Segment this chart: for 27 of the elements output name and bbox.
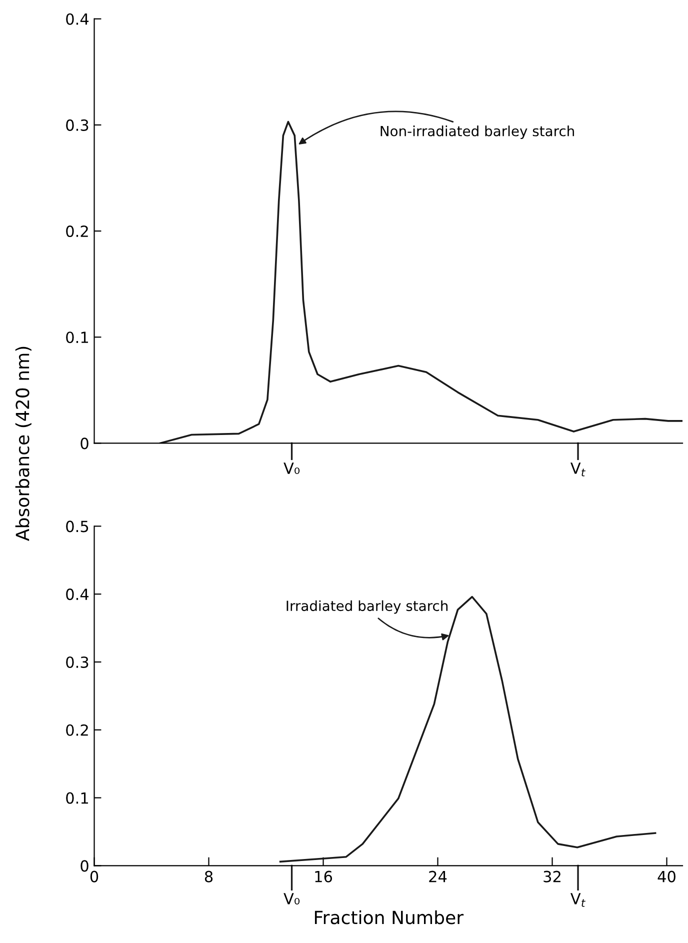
ref-line-label: V$_{t}$ bbox=[570, 462, 586, 476]
y-tick-label: 0.2 bbox=[66, 226, 88, 238]
annotation: Non-irradiated barley starch bbox=[380, 126, 574, 139]
ref-line-label: V₀ bbox=[284, 893, 300, 904]
y-tick-label: 0.4 bbox=[66, 13, 89, 25]
x-axis-title: Fraction Number bbox=[314, 910, 464, 924]
y-tick-label: 0.2 bbox=[66, 724, 88, 736]
x-tick-label: 16 bbox=[315, 870, 332, 882]
line-series bbox=[279, 596, 656, 863]
y-tick-label: 0.1 bbox=[66, 332, 88, 344]
x-tick-label: 32 bbox=[544, 870, 560, 882]
line-series bbox=[159, 120, 682, 444]
y-tick-label: 0 bbox=[80, 860, 88, 872]
y-tick-label: 0.3 bbox=[66, 119, 88, 131]
y-tick-label: 0.3 bbox=[66, 656, 88, 668]
ref-line-label: V₀ bbox=[284, 462, 300, 474]
x-tick-label: 40 bbox=[658, 870, 676, 882]
ref-line-label: V$_{t}$ bbox=[570, 893, 586, 907]
y-tick-label: 0.5 bbox=[66, 520, 88, 532]
annotation: Irradiated barley starch bbox=[286, 600, 448, 614]
x-tick-label: 8 bbox=[204, 870, 213, 882]
x-tick-label: 24 bbox=[429, 870, 447, 882]
y-tick-label: 0 bbox=[80, 438, 88, 450]
y-tick-label: 0.1 bbox=[66, 792, 88, 804]
x-tick-label: 0 bbox=[90, 870, 98, 882]
y-axis-title: Absorbance (420 nm) bbox=[15, 346, 32, 541]
y-tick-label: 0.4 bbox=[66, 588, 89, 600]
